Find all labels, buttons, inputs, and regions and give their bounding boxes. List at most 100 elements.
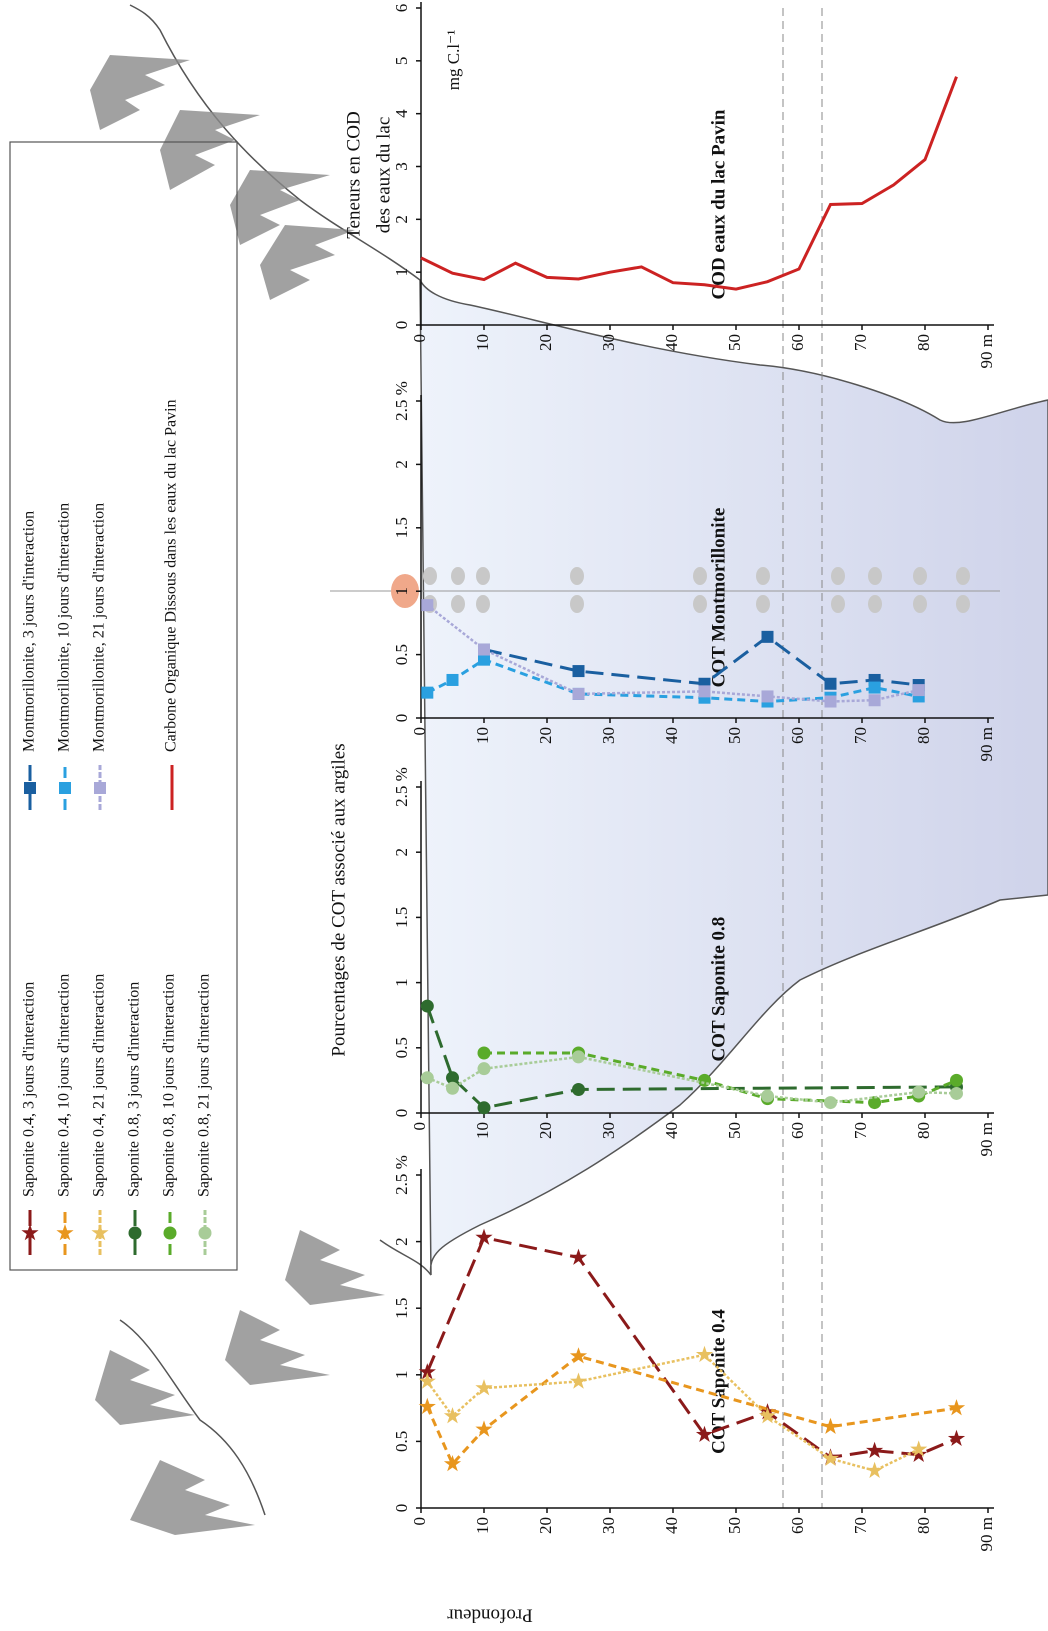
legend-label: Montmorillonite, 10 jours d'interaction (56, 503, 73, 752)
x-tick-label: 70 (851, 334, 870, 351)
legend-label: Montmorillonite, 21 jours d'interaction (91, 503, 108, 752)
legend-label: Saponite 0.8, 21 jours d'interaction (196, 974, 213, 1197)
x-tick-label: 80 (914, 727, 933, 744)
x-tick-label: 80 (914, 334, 933, 351)
y-tick-label: 0 (392, 321, 411, 330)
marker (446, 1071, 459, 1085)
x-tick-label: 80 (914, 1517, 933, 1534)
y-tick-label: 2 (392, 848, 411, 857)
marker (446, 1081, 459, 1095)
x-tick-label: 40 (662, 727, 681, 744)
x-tick-label: 10 (473, 1517, 492, 1534)
marker (446, 673, 459, 686)
y-tick-label: 0 (392, 1504, 411, 1513)
y-tick-label: 1.5 (392, 517, 411, 538)
x-tick-label: 30 (599, 1122, 618, 1139)
marker (695, 1345, 714, 1363)
marker (569, 1372, 588, 1389)
y-tick-label: 1 (392, 268, 411, 277)
y-tick-label: 3 (392, 162, 411, 171)
x-tick-label: 20 (536, 1122, 555, 1139)
legend-marker (128, 1226, 142, 1240)
x-tick-label: 70 (851, 727, 870, 744)
marker (821, 1449, 840, 1466)
y-tick-label: 1.5 (392, 1298, 411, 1319)
marker (420, 999, 434, 1013)
lake (419, 279, 1048, 1276)
panel-label: COD eaux du lac Pavin (708, 109, 729, 299)
sampling-bottles (423, 567, 970, 613)
marker (418, 1397, 436, 1414)
marker (478, 653, 490, 666)
y-tick-label: 2 (392, 1237, 411, 1246)
marker (418, 1363, 436, 1380)
series-line (426, 1055, 957, 1104)
x-axis-label: Profondeur (447, 1605, 533, 1626)
panel-label: COT Saponite 0.8 (708, 917, 729, 1062)
legend-marker (21, 1224, 39, 1241)
marker (572, 665, 585, 678)
legend-marker (24, 782, 36, 794)
series-line (425, 1354, 957, 1467)
marker (478, 643, 490, 656)
marker (443, 1407, 462, 1424)
x-tick-label: 20 (536, 1517, 555, 1534)
x-tick-label: 90 m (977, 727, 996, 761)
y-unit: mg C.l⁻¹ (444, 30, 463, 90)
y-tick-label: 2.5 % (392, 1155, 411, 1195)
y-tick-label: 1 (392, 978, 411, 987)
y-tick-label: 0 (392, 714, 411, 723)
shore (129, 4, 421, 281)
series-line (425, 1235, 958, 1459)
legend-marker (56, 1224, 74, 1241)
marker (866, 1441, 884, 1458)
marker (421, 686, 434, 699)
x-tick-label: 60 (788, 1122, 807, 1139)
x-tick-label: 0 (410, 1517, 429, 1526)
legend-label: Saponite 0.4, 3 jours d'interaction (21, 982, 38, 1197)
legend-label: Saponite 0.4, 21 jours d'interaction (91, 974, 108, 1197)
marker (698, 1073, 711, 1087)
trees (90, 55, 385, 1535)
x-tick-label: 0 (410, 334, 429, 343)
legend-label: Saponite 0.8, 10 jours d'interaction (161, 974, 178, 1197)
x-tick-label: 60 (788, 334, 807, 351)
marker (477, 1101, 491, 1115)
y-tick-label: 5 (392, 57, 411, 65)
marker (821, 1417, 840, 1434)
y-tick-label: 2 (392, 215, 411, 224)
marker (868, 1096, 882, 1110)
x-tick-label: 10 (473, 1122, 492, 1139)
marker (477, 1046, 491, 1060)
series-line (426, 604, 919, 703)
y-tick-label: 1 (392, 1371, 411, 1380)
marker (418, 1372, 436, 1389)
marker (420, 1071, 434, 1085)
x-tick-label: 30 (599, 727, 618, 744)
y-tick-label: 0.5 (392, 1037, 411, 1058)
y-tick-label: 0.5 (392, 644, 411, 665)
x-tick-label: 90 m (977, 1122, 996, 1156)
x-tick-label: 60 (788, 1517, 807, 1534)
x-tick-label: 20 (536, 334, 555, 351)
x-tick-label: 10 (473, 727, 492, 744)
y-tick-label: 0.5 (392, 1431, 411, 1452)
x-tick-label: 90 m (977, 1517, 996, 1551)
shore (119, 1239, 432, 1516)
y-tick-label: 2.5 % (392, 767, 411, 807)
marker (910, 1445, 928, 1462)
marker (761, 630, 774, 643)
marker (569, 1347, 588, 1364)
figure-title: Pourcentages de COT associé aux argiles (328, 743, 349, 1056)
x-tick-label: 10 (473, 334, 492, 351)
legend-marker (198, 1226, 212, 1240)
marker (572, 1050, 585, 1064)
marker (569, 1248, 588, 1265)
marker (912, 684, 925, 697)
marker (761, 690, 774, 703)
panel-label: COT Montmorillonite (708, 508, 729, 688)
marker (947, 1399, 966, 1416)
marker (475, 1420, 493, 1437)
marker (477, 1062, 491, 1076)
